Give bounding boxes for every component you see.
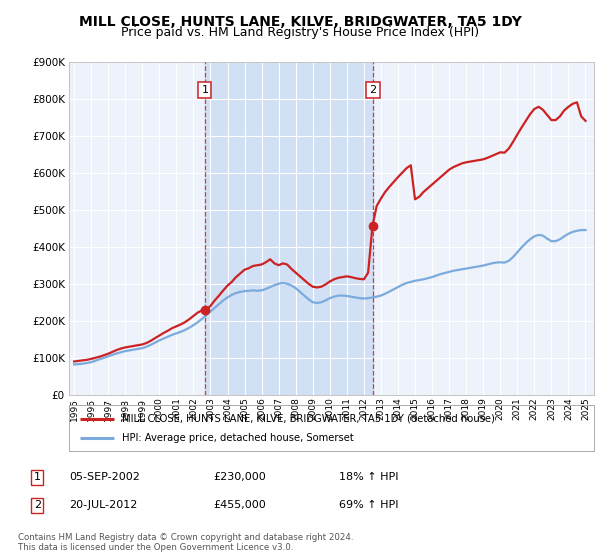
Text: 2: 2 xyxy=(370,85,377,95)
Text: 05-SEP-2002: 05-SEP-2002 xyxy=(69,472,140,482)
Text: 1: 1 xyxy=(202,85,208,95)
Text: 20-JUL-2012: 20-JUL-2012 xyxy=(69,500,137,510)
Text: This data is licensed under the Open Government Licence v3.0.: This data is licensed under the Open Gov… xyxy=(18,543,293,552)
Text: Price paid vs. HM Land Registry's House Price Index (HPI): Price paid vs. HM Land Registry's House … xyxy=(121,26,479,39)
Text: £230,000: £230,000 xyxy=(213,472,266,482)
Text: 18% ↑ HPI: 18% ↑ HPI xyxy=(339,472,398,482)
Text: £455,000: £455,000 xyxy=(213,500,266,510)
Text: HPI: Average price, detached house, Somerset: HPI: Average price, detached house, Some… xyxy=(121,433,353,443)
Text: MILL CLOSE, HUNTS LANE, KILVE, BRIDGWATER, TA5 1DY: MILL CLOSE, HUNTS LANE, KILVE, BRIDGWATE… xyxy=(79,15,521,29)
Text: MILL CLOSE, HUNTS LANE, KILVE, BRIDGWATER, TA5 1DY (detached house): MILL CLOSE, HUNTS LANE, KILVE, BRIDGWATE… xyxy=(121,414,494,424)
Bar xyxy=(205,62,373,395)
Text: 1: 1 xyxy=(34,472,41,482)
Text: 2: 2 xyxy=(34,500,41,510)
Text: 69% ↑ HPI: 69% ↑ HPI xyxy=(339,500,398,510)
Text: Contains HM Land Registry data © Crown copyright and database right 2024.: Contains HM Land Registry data © Crown c… xyxy=(18,533,353,542)
